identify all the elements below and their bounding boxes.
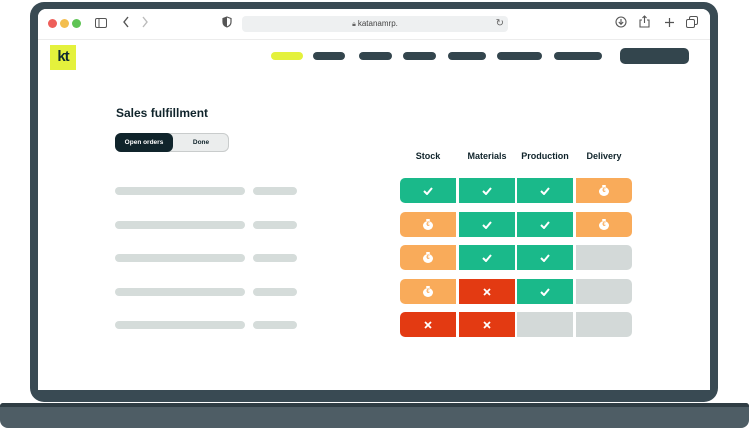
status-ok-cell-materials[interactable]	[459, 245, 515, 270]
cross-icon	[483, 320, 491, 329]
checkmark-icon	[482, 220, 492, 229]
download-icon[interactable]	[615, 15, 627, 33]
checkmark-icon	[423, 186, 433, 195]
share-icon[interactable]	[639, 15, 650, 33]
order-name-placeholder	[115, 321, 245, 329]
order-name-placeholder	[115, 254, 245, 262]
header-action-button[interactable]	[620, 48, 689, 64]
status-empty-cell-delivery[interactable]	[576, 279, 632, 304]
address-bar[interactable]: 🔒︎ katanamrp. ↻	[242, 16, 508, 32]
status-empty-cell-production[interactable]	[517, 312, 573, 337]
status-ok-cell-stock[interactable]	[400, 178, 456, 203]
zoom-window-button[interactable]	[72, 19, 81, 28]
tabs-icon[interactable]	[686, 15, 698, 33]
order-detail-placeholder	[253, 254, 297, 262]
order-name-placeholder	[115, 187, 245, 195]
status-payment-cell-stock[interactable]	[400, 212, 456, 237]
nav-item[interactable]	[403, 52, 436, 60]
nav-item[interactable]	[448, 52, 486, 60]
status-ok-cell-production[interactable]	[517, 279, 573, 304]
status-blocked-cell-materials[interactable]	[459, 312, 515, 337]
order-detail-placeholder	[253, 321, 297, 329]
nav-item[interactable]	[497, 52, 542, 60]
status-payment-cell-delivery[interactable]	[576, 178, 632, 203]
order-name-placeholder	[115, 221, 245, 229]
money-bag-icon	[423, 286, 433, 297]
order-detail-placeholder	[253, 221, 297, 229]
katana-logo[interactable]: kt	[50, 45, 76, 70]
shield-icon[interactable]	[222, 15, 232, 33]
column-header-production: Production	[521, 151, 569, 161]
checkmark-icon	[540, 287, 550, 296]
column-header-stock: Stock	[415, 151, 441, 161]
back-icon[interactable]	[122, 15, 130, 33]
laptop-hinge	[0, 403, 749, 407]
status-ok-cell-production[interactable]	[517, 245, 573, 270]
nav-item[interactable]	[313, 52, 345, 60]
checkmark-icon	[540, 186, 550, 195]
open-orders-tab[interactable]: Open orders	[115, 133, 173, 152]
column-header-materials: Materials	[467, 151, 507, 161]
column-header-delivery: Delivery	[586, 151, 622, 161]
order-detail-placeholder	[253, 187, 297, 195]
status-payment-cell-delivery[interactable]	[576, 212, 632, 237]
close-window-button[interactable]	[48, 19, 57, 28]
status-payment-cell-stock[interactable]	[400, 279, 456, 304]
page-title: Sales fulfillment	[116, 106, 209, 120]
lock-icon: 🔒︎	[352, 21, 356, 28]
status-payment-cell-stock[interactable]	[400, 245, 456, 270]
done-tab[interactable]: Done	[192, 139, 210, 146]
cross-icon	[424, 320, 432, 329]
order-name-placeholder	[115, 288, 245, 296]
cross-icon	[483, 287, 491, 296]
forward-icon[interactable]	[141, 15, 149, 33]
checkmark-icon	[540, 253, 550, 262]
money-bag-icon	[599, 219, 609, 230]
status-blocked-cell-materials[interactable]	[459, 279, 515, 304]
status-ok-cell-materials[interactable]	[459, 178, 515, 203]
url-text: katanamrp.	[357, 19, 398, 28]
status-empty-cell-delivery[interactable]	[576, 312, 632, 337]
order-detail-placeholder	[253, 288, 297, 296]
nav-item-active[interactable]	[271, 52, 303, 60]
reload-icon[interactable]: ↻	[495, 18, 504, 29]
status-empty-cell-delivery[interactable]	[576, 245, 632, 270]
new-tab-icon[interactable]	[664, 15, 675, 33]
money-bag-icon	[423, 252, 433, 263]
money-bag-icon	[423, 219, 433, 230]
laptop-base	[0, 403, 749, 428]
checkmark-icon	[540, 220, 550, 229]
status-ok-cell-production[interactable]	[517, 178, 573, 203]
sidebar-icon[interactable]	[95, 15, 107, 33]
nav-item[interactable]	[554, 52, 602, 60]
minimize-window-button[interactable]	[60, 19, 69, 28]
order-status-toggle: Open orders Done	[115, 133, 229, 152]
nav-item[interactable]	[359, 52, 392, 60]
status-ok-cell-production[interactable]	[517, 212, 573, 237]
checkmark-icon	[482, 186, 492, 195]
status-ok-cell-materials[interactable]	[459, 212, 515, 237]
money-bag-icon	[599, 185, 609, 196]
checkmark-icon	[482, 253, 492, 262]
status-blocked-cell-stock[interactable]	[400, 312, 456, 337]
browser-toolbar: 🔒︎ katanamrp. ↻	[38, 9, 710, 40]
laptop-screen: 🔒︎ katanamrp. ↻ kt Sales fulfillment Open…	[38, 9, 710, 390]
